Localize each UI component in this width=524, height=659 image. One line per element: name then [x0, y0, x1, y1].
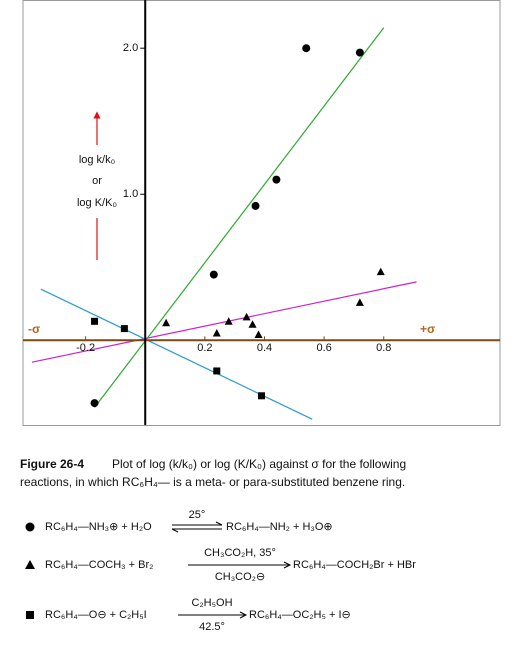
products: RC₆H₄—NH₂ + H₃O⊕ [226, 521, 333, 533]
y-tick-label: 1.0 [123, 188, 138, 200]
x-tick-label: 0.2 [197, 342, 212, 354]
condition: 42.5° [199, 621, 225, 633]
point [162, 318, 171, 327]
x-label-right: +σ [420, 322, 435, 336]
arrow [215, 521, 223, 526]
figure-label: Figure 26-4 [20, 457, 84, 471]
x-tick-label: -0.2 [76, 342, 95, 354]
arrow [171, 528, 179, 533]
x-tick-label: 0.6 [316, 342, 331, 354]
point [90, 399, 99, 408]
y-tick-label: 2.0 [123, 42, 138, 54]
legend-marker [25, 522, 35, 532]
plot-frame [22, 0, 501, 426]
point [251, 201, 260, 210]
point [120, 325, 128, 333]
point [272, 175, 281, 184]
y-label: log k/k₀ [79, 154, 115, 166]
fit-line [40, 288, 313, 420]
caption: reactions, in which RC₆H₄— is a meta- or… [20, 475, 405, 489]
reactants: RC₆H₄—O⊖ + C₂H₅I [45, 609, 147, 621]
legend-marker [26, 611, 34, 619]
y-label: log K/K₀ [77, 197, 117, 209]
point [91, 317, 99, 325]
arrow [283, 561, 292, 569]
products: RC₆H₄—COCH₂Br + HBr [293, 559, 416, 571]
point [376, 267, 385, 276]
fit-line [94, 27, 385, 408]
point [209, 270, 218, 279]
point [212, 328, 221, 337]
point [224, 317, 233, 325]
point [302, 44, 311, 53]
point [254, 330, 263, 338]
point [258, 392, 265, 400]
condition: CH₃CO₂H, 35° [204, 547, 276, 559]
products: RC₆H₄—OC₂H₅ + I⊖ [249, 609, 351, 621]
point [213, 367, 221, 375]
x-tick-label: 0.4 [257, 342, 272, 354]
x-tick-label: 0.8 [376, 342, 391, 354]
x-label-left: -σ [28, 322, 40, 336]
y-label: or [92, 175, 102, 187]
arrow [239, 611, 248, 619]
reactants: RC₆H₄—COCH₃ + Br₂ [45, 559, 153, 571]
point [355, 298, 364, 306]
condition: C₂H₅OH [191, 597, 232, 609]
fit-line [31, 281, 417, 363]
point [242, 312, 251, 321]
legend-marker [25, 560, 35, 569]
condition: 25° [189, 509, 206, 521]
reactants: RC₆H₄—NH₃⊕ + H₂O [45, 521, 152, 533]
caption: Plot of log (k/k₀) or log (K/K₀) against… [112, 457, 406, 471]
point [355, 48, 364, 57]
condition: CH₃CO₂⊖ [215, 571, 265, 583]
point [248, 320, 257, 328]
